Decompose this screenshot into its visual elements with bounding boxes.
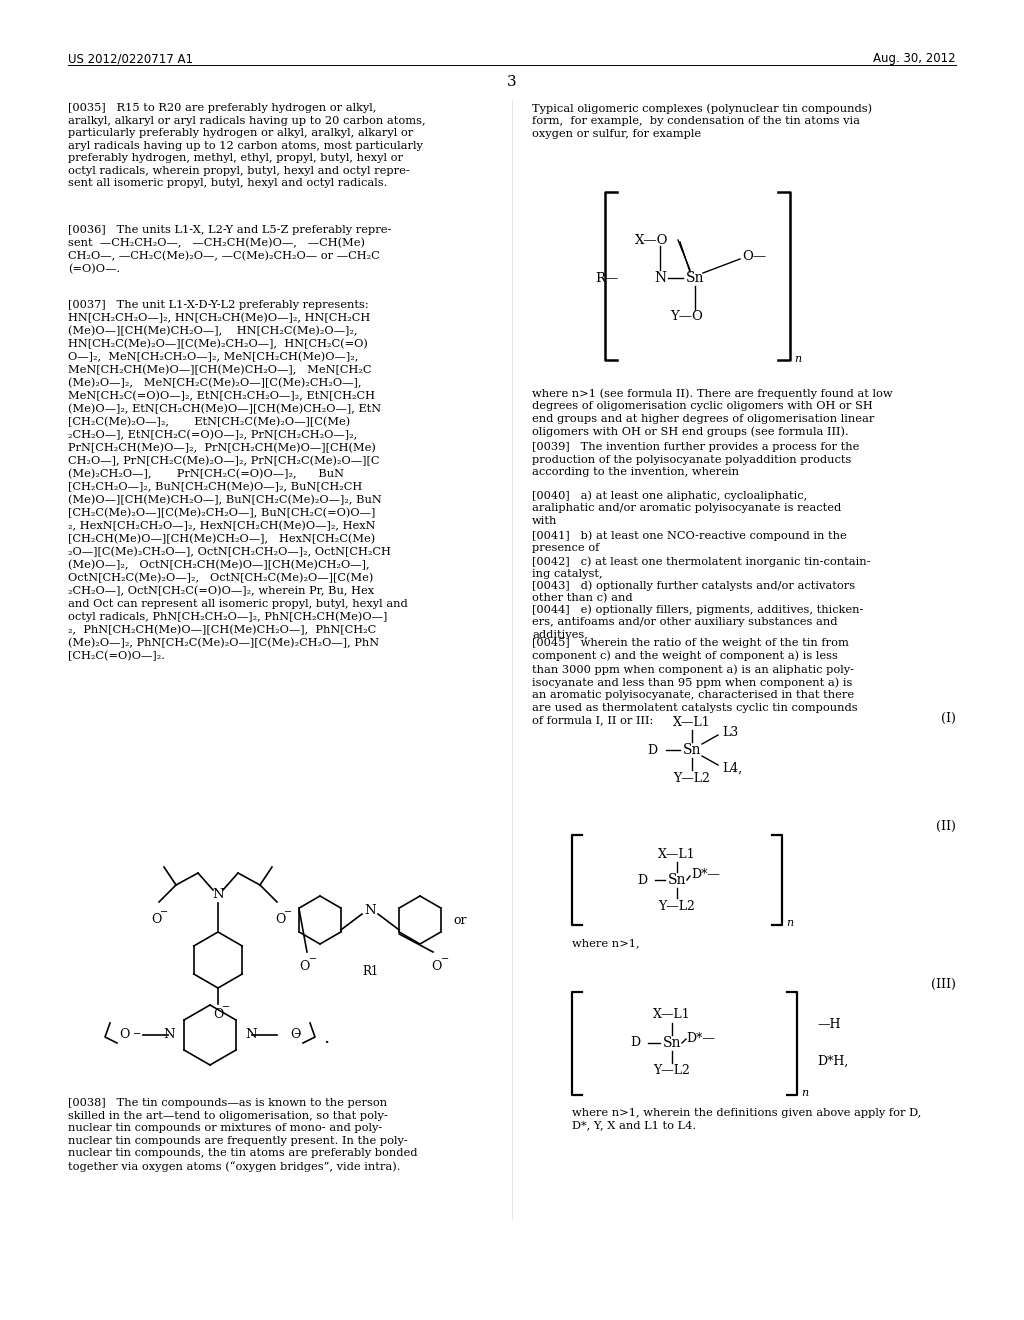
Text: O: O: [151, 913, 161, 927]
Text: O: O: [299, 960, 309, 973]
Text: N: N: [164, 1028, 175, 1041]
Text: O: O: [431, 960, 441, 973]
Text: (III): (III): [931, 978, 956, 991]
Text: R1: R1: [361, 965, 378, 978]
Text: 3: 3: [507, 75, 517, 88]
Text: D*H,: D*H,: [817, 1055, 848, 1068]
Text: (II): (II): [936, 820, 956, 833]
Text: [0040]   a) at least one aliphatic, cycloaliphatic,
araliphatic and/or aromatic : [0040] a) at least one aliphatic, cycloa…: [532, 490, 842, 525]
Text: −: −: [222, 1003, 230, 1012]
Text: N: N: [365, 903, 376, 916]
Text: [0044]   e) optionally fillers, pigments, additives, thicken-
ers, antifoams and: [0044] e) optionally fillers, pigments, …: [532, 605, 863, 640]
Text: N: N: [245, 1028, 257, 1041]
Text: (I): (I): [941, 711, 956, 725]
Text: n: n: [786, 917, 794, 928]
Text: X—L1: X—L1: [653, 1008, 691, 1022]
Text: [0035]   R15 to R20 are preferably hydrogen or alkyl,
aralkyl, alkaryl or aryl r: [0035] R15 to R20 are preferably hydroge…: [68, 103, 426, 189]
Text: [0043]   d) optionally further catalysts and/or activators
other than c) and: [0043] d) optionally further catalysts a…: [532, 579, 855, 603]
Text: [0045]   wherein the ratio of the weight of the tin from
component c) and the we: [0045] wherein the ratio of the weight o…: [532, 638, 858, 726]
Text: R—: R—: [595, 272, 618, 285]
Text: −: −: [294, 1030, 302, 1039]
Text: Sn: Sn: [668, 873, 686, 887]
Text: N: N: [654, 271, 666, 285]
Text: Aug. 30, 2012: Aug. 30, 2012: [873, 51, 956, 65]
Text: [0042]   c) at least one thermolatent inorganic tin-contain-
ing catalyst,: [0042] c) at least one thermolatent inor…: [532, 556, 870, 579]
Text: [0041]   b) at least one NCO-reactive compound in the
presence of: [0041] b) at least one NCO-reactive comp…: [532, 531, 847, 553]
Text: n: n: [801, 1088, 808, 1098]
Text: where n>1 (see formula II). There are frequently found at low
degrees of oligome: where n>1 (see formula II). There are fr…: [532, 388, 893, 437]
Text: [0037]   The unit L1-X-D-Y-L2 preferably represents:
HN[CH₂CH₂O—]₂, HN[CH₂CH(Me): [0037] The unit L1-X-D-Y-L2 preferably r…: [68, 300, 408, 661]
Text: Y—O: Y—O: [671, 309, 703, 322]
Text: [0036]   The units L1-X, L2-Y and L5-Z preferably repre-
sent  —CH₂CH₂O—,   —CH₂: [0036] The units L1-X, L2-Y and L5-Z pre…: [68, 224, 391, 275]
Text: D*—: D*—: [691, 869, 720, 882]
Text: Typical oligomeric complexes (polynuclear tin compounds)
form,  for example,  by: Typical oligomeric complexes (polynuclea…: [532, 103, 872, 139]
Text: —H: —H: [817, 1019, 841, 1031]
Text: −: −: [284, 908, 292, 917]
Text: −: −: [160, 908, 168, 917]
Text: Y—L2: Y—L2: [674, 771, 711, 784]
Text: n: n: [794, 354, 801, 364]
Text: O: O: [120, 1028, 130, 1041]
Text: D: D: [647, 743, 657, 756]
Text: X—O: X—O: [635, 234, 669, 247]
Text: Sn: Sn: [683, 743, 701, 756]
Text: D: D: [630, 1036, 640, 1049]
Text: where n>1,: where n>1,: [572, 939, 640, 948]
Text: −: −: [309, 954, 317, 964]
Text: −: −: [441, 954, 450, 964]
Text: D: D: [637, 874, 647, 887]
Text: X—L1: X—L1: [673, 715, 711, 729]
Text: L4,: L4,: [722, 762, 742, 775]
Text: X—L1: X—L1: [658, 847, 696, 861]
Text: [0039]   The invention further provides a process for the
production of the poly: [0039] The invention further provides a …: [532, 442, 859, 477]
Text: where n>1, wherein the definitions given above apply for D,
D*, Y, X and L1 to L: where n>1, wherein the definitions given…: [572, 1107, 922, 1130]
Text: Sn: Sn: [686, 271, 705, 285]
Text: O: O: [213, 1008, 223, 1020]
Text: −: −: [133, 1030, 141, 1039]
Text: D*—: D*—: [686, 1031, 715, 1044]
Text: or: or: [454, 913, 467, 927]
Text: US 2012/0220717 A1: US 2012/0220717 A1: [68, 51, 193, 65]
Text: .: .: [323, 1030, 330, 1047]
Text: O: O: [290, 1028, 300, 1041]
Text: N: N: [212, 888, 224, 902]
Text: Y—L2: Y—L2: [658, 899, 695, 912]
Text: Sn: Sn: [663, 1036, 681, 1049]
Text: Y—L2: Y—L2: [653, 1064, 690, 1077]
Text: O: O: [274, 913, 286, 927]
Text: L3: L3: [722, 726, 738, 738]
Text: [0038]   The tin compounds—as is known to the person
skilled in the art—tend to : [0038] The tin compounds—as is known to …: [68, 1098, 418, 1172]
Text: O—: O—: [742, 249, 766, 263]
